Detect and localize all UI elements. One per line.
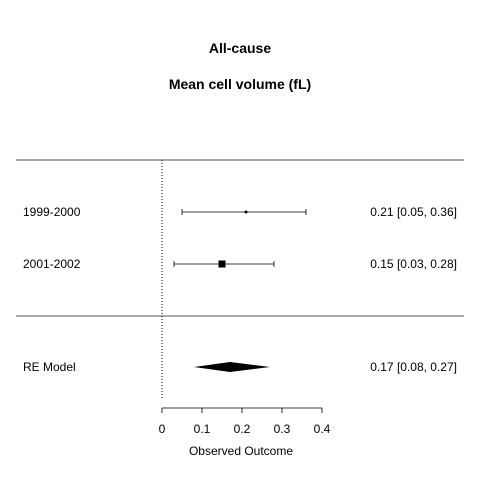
- summary-label: RE Model: [23, 360, 76, 374]
- x-tick-label: 0: [159, 422, 166, 436]
- x-tick-label: 0.1: [194, 422, 211, 436]
- summary-estimate-text: 0.17 [0.08, 0.27]: [370, 360, 457, 374]
- point-estimate: [244, 210, 248, 214]
- x-tick-label: 0.4: [314, 422, 331, 436]
- study-label: 2001-2002: [23, 257, 81, 271]
- summary-diamond: [194, 362, 270, 372]
- x-tick-label: 0.2: [234, 422, 251, 436]
- point-estimate: [218, 260, 226, 268]
- x-axis-label: Observed Outcome: [189, 444, 293, 458]
- chart-title: All-cause: [209, 40, 271, 56]
- plot-marks: 1999-2000 0.21 [0.05, 0.36] 2001-2002 0.15 …: [23, 160, 457, 436]
- estimate-text: 0.21 [0.05, 0.36]: [370, 205, 457, 219]
- chart-subtitle: Mean cell volume (fL): [169, 76, 311, 92]
- study-label: 1999-2000: [23, 205, 81, 219]
- estimate-text: 0.15 [0.03, 0.28]: [370, 257, 457, 271]
- x-tick-label: 0.3: [274, 422, 291, 436]
